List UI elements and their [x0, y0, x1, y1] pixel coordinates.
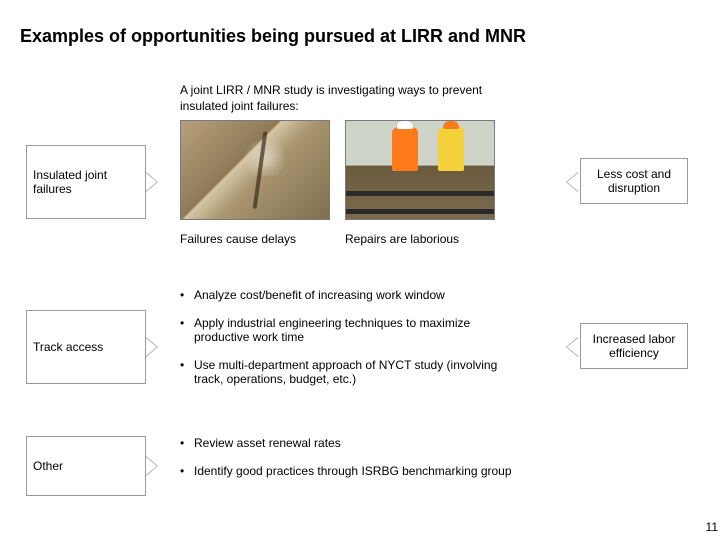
bullets-row2: •Analyze cost/benefit of increasing work… [194, 288, 524, 400]
bullet-text: Analyze cost/benefit of increasing work … [194, 288, 445, 302]
photo-failure [180, 120, 330, 220]
outcome-1: Less cost and disruption [585, 167, 683, 195]
left-box-other: Other [26, 436, 146, 496]
bullet-text: Apply industrial engineering techniques … [194, 316, 470, 344]
chevron-left-icon [566, 337, 578, 357]
left-label-3: Other [33, 459, 63, 473]
page-number: 11 [706, 520, 718, 534]
outcome-box-1: Less cost and disruption [580, 158, 688, 204]
bullet-item: •Identify good practices through ISRBG b… [194, 464, 574, 478]
chevron-icon [146, 172, 158, 192]
bullet-text: Use multi-department approach of NYCT st… [194, 358, 497, 386]
bullet-item: •Apply industrial engineering techniques… [194, 316, 524, 344]
caption-1: Failures cause delays [180, 232, 296, 246]
bullet-text: Review asset renewal rates [194, 436, 341, 450]
chevron-left-icon [566, 172, 578, 192]
left-box-track: Track access [26, 310, 146, 384]
chevron-icon [146, 456, 158, 476]
left-label-1: Insulated joint failures [33, 168, 139, 196]
outcome-2: Increased labor efficiency [585, 332, 683, 360]
photo-repair [345, 120, 495, 220]
bullet-item: •Analyze cost/benefit of increasing work… [194, 288, 524, 302]
outcome-box-2: Increased labor efficiency [580, 323, 688, 369]
bullet-item: •Review asset renewal rates [194, 436, 574, 450]
caption-2: Repairs are laborious [345, 232, 459, 246]
chevron-icon [146, 337, 158, 357]
row1-intro: A joint LIRR / MNR study is investigatin… [180, 82, 500, 114]
page-title: Examples of opportunities being pursued … [20, 26, 526, 47]
bullet-text: Identify good practices through ISRBG be… [194, 464, 512, 478]
left-label-2: Track access [33, 340, 103, 354]
bullets-row3: •Review asset renewal rates •Identify go… [194, 436, 574, 492]
left-box-insulated: Insulated joint failures [26, 145, 146, 219]
bullet-item: •Use multi-department approach of NYCT s… [194, 358, 524, 386]
